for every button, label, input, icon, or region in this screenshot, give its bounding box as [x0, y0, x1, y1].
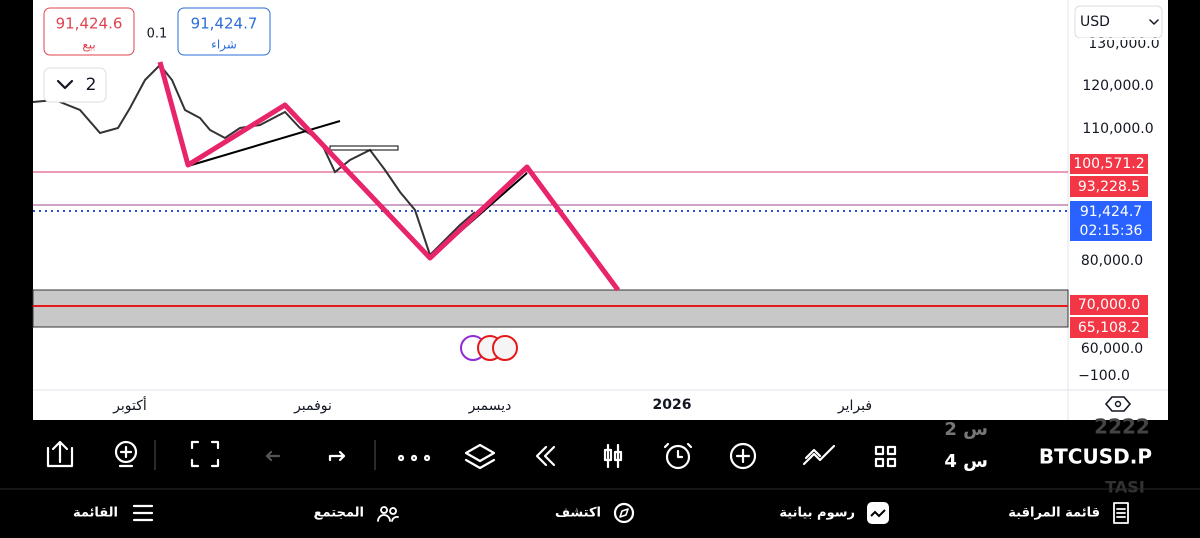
price-tag-text: 93,228.5 — [1078, 179, 1140, 195]
symbol[interactable]: BTCUSD.P — [1039, 445, 1152, 469]
grid-icon[interactable] — [874, 445, 897, 468]
last-price: 91,424.7 — [1080, 204, 1142, 220]
charts-icon — [867, 502, 889, 524]
add-icon[interactable] — [729, 442, 757, 470]
community-icon — [377, 506, 399, 522]
price-tag-text: 100,571.2 — [1073, 156, 1144, 172]
price-tag — [1070, 176, 1148, 197]
price-label: 60,000.0 — [1081, 341, 1143, 357]
faded-text: 2222 — [1094, 415, 1150, 439]
price-tag-text: 65,108.2 — [1078, 320, 1140, 336]
sell-price: 91,424.6 — [56, 15, 123, 33]
settings-icon-dot — [1114, 400, 1122, 408]
explore-needle — [619, 508, 629, 518]
share-icon[interactable] — [46, 440, 74, 468]
currency: USD — [1080, 14, 1110, 30]
sell-button[interactable] — [43, 7, 135, 56]
sell-label: بيع — [82, 38, 95, 52]
candle-body — [603, 448, 613, 462]
indicators-icon[interactable] — [802, 444, 836, 466]
interval: 2 — [86, 75, 97, 95]
explore-icon — [613, 502, 635, 524]
clock-detail — [663, 442, 693, 459]
spread: 0.1 — [147, 27, 168, 42]
chevron — [56, 79, 74, 90]
clock-alert-icon[interactable] — [665, 444, 691, 470]
time-label: فبراير — [837, 398, 872, 414]
nav-community[interactable]: المجتمع — [314, 506, 364, 521]
last-price-tag — [1070, 201, 1152, 241]
chart-area — [33, 0, 1168, 420]
countdown: 02:15:36 — [1080, 223, 1143, 239]
box-drawing — [329, 145, 399, 151]
price-tag — [1070, 317, 1148, 338]
add-detail — [735, 448, 751, 464]
redo-icon[interactable] — [328, 450, 346, 462]
candle-body — [613, 450, 623, 462]
watchlist-icon — [1113, 502, 1129, 524]
zigzag-drawing — [157, 61, 621, 292]
price-label: −100.0 — [1078, 368, 1130, 384]
event-icon[interactable] — [492, 335, 518, 361]
undo-icon — [265, 450, 281, 462]
nav-charts[interactable]: رسوم بيانية — [779, 506, 855, 521]
time-label: نوفمبر — [293, 398, 332, 414]
time-label: أكتوبر — [112, 396, 147, 414]
toolbar — [46, 440, 897, 470]
price-label: 110,000.0 — [1082, 121, 1153, 137]
charts-icon-line — [870, 509, 886, 518]
nav-watchlist[interactable]: قائمة المراقبة — [1008, 506, 1100, 521]
buy-button[interactable] — [177, 7, 271, 56]
row-label: 4 س — [944, 451, 988, 472]
faded-text: TASI — [1105, 478, 1145, 497]
buy-price: 91,424.7 — [191, 15, 258, 33]
menu-icon — [132, 504, 154, 522]
settings-icon[interactable] — [1104, 396, 1132, 412]
time-label: ديسمبر — [468, 398, 512, 414]
time-label: 2026 — [653, 397, 692, 413]
fullscreen-icon[interactable] — [190, 440, 220, 468]
more-icon[interactable] — [397, 454, 431, 462]
interval-toggle[interactable] — [43, 67, 107, 103]
price-tag — [1070, 154, 1148, 174]
candle-icon[interactable] — [606, 443, 620, 469]
price-label: 120,000.0 — [1082, 78, 1153, 94]
faded-row: 2 س — [944, 419, 988, 440]
replay-icon[interactable] — [535, 445, 556, 467]
price-tag — [1070, 295, 1148, 315]
alert-add-icon-detail — [118, 445, 134, 468]
nav-menu[interactable]: القائمة — [73, 506, 118, 521]
support-zone — [32, 289, 1069, 328]
alert-add-icon[interactable] — [114, 440, 138, 464]
price-tag-text: 70,000.0 — [1078, 297, 1140, 313]
trend-line — [187, 120, 341, 167]
axis-mask — [1070, 38, 1168, 40]
price-label: 80,000.0 — [1081, 253, 1143, 269]
layers-icon[interactable] — [464, 443, 496, 470]
buy-label: شراء — [211, 38, 237, 53]
nav-explore[interactable]: اكتشف — [555, 506, 601, 521]
chevron — [1149, 19, 1159, 25]
